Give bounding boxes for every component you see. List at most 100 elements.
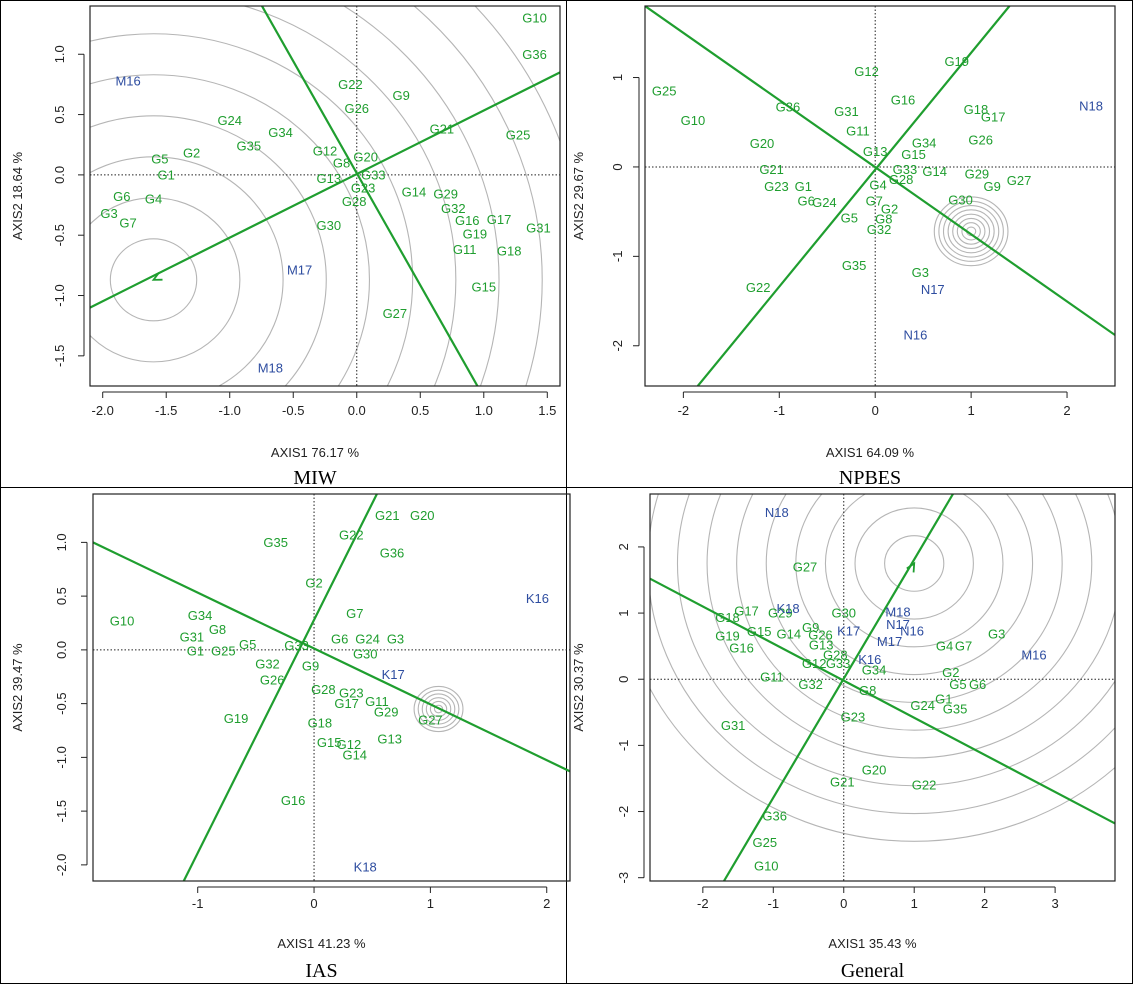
environment-label: K17 <box>382 667 405 682</box>
x-tick-label: -1 <box>768 896 780 911</box>
concentric-circle <box>824 494 1004 648</box>
concentric-circle <box>884 535 945 592</box>
y-tick-label: 1 <box>610 74 625 81</box>
x-tick-label: 0 <box>872 403 879 418</box>
plot-frame <box>92 493 571 882</box>
genotype-label: G27 <box>1007 173 1032 188</box>
x-tick-label: 0 <box>840 896 847 911</box>
y-tick-label: 0.0 <box>54 641 69 659</box>
genotype-label: G10 <box>754 858 779 873</box>
concentric-circle <box>90 33 414 386</box>
x-tick-label: -0.5 <box>282 403 304 418</box>
arrow-head <box>151 272 163 281</box>
y-tick-label: 0 <box>616 676 631 683</box>
concentric-circle <box>413 685 464 733</box>
genotype-label: G16 <box>891 92 916 107</box>
genotype-label: G22 <box>339 527 364 542</box>
genotype-label: G36 <box>776 100 801 115</box>
genotype-label: G24 <box>217 113 242 128</box>
environment-label: K16 <box>526 591 549 606</box>
arrow-head <box>906 561 916 573</box>
genotype-label: G32 <box>255 656 280 671</box>
concentric-circle <box>947 209 995 254</box>
environment-label: N18 <box>1079 99 1103 114</box>
genotype-label: G9 <box>393 88 410 103</box>
concentric-circle <box>952 213 991 250</box>
genotype-label: G25 <box>211 643 236 658</box>
genotype-label: G30 <box>831 606 856 621</box>
y-tick-label: 1.0 <box>52 45 67 63</box>
biplot-line <box>696 6 1011 386</box>
genotype-label: G34 <box>268 125 293 140</box>
panel-npbes: G1 G2 G3 G4 G5 G6 G7 G9 G10 G11 G12 G13 G14 G15 G16 G17… <box>571 5 1116 489</box>
genotype-label: G11 <box>365 694 389 709</box>
concentric-circle <box>417 689 460 729</box>
genotype-label: G9 <box>984 179 1001 194</box>
genotype-label: G20 <box>750 136 775 151</box>
y-tick-label: -0.5 <box>54 692 69 714</box>
genotype-label: G26 <box>260 672 285 687</box>
genotype-label: G20 <box>353 149 378 164</box>
concentric-circle <box>429 700 448 718</box>
concentric-circle <box>650 494 1115 814</box>
genotype-label: G1 <box>795 179 812 194</box>
genotype-label: G19 <box>463 227 488 242</box>
genotype-label: G35 <box>236 138 261 153</box>
concentric-circle <box>90 197 241 363</box>
genotype-label: G3 <box>988 627 1005 642</box>
x-tick-label: 0.0 <box>348 403 366 418</box>
genotype-label: G26 <box>344 101 369 116</box>
x-tick-label: 2 <box>1063 403 1070 418</box>
x-tick-label: -1 <box>774 403 786 418</box>
genotype-label: G7 <box>955 639 972 654</box>
genotype-label: G27 <box>383 306 408 321</box>
genotype-label: G25 <box>652 83 677 98</box>
genotype-label: G6 <box>113 189 130 204</box>
concentric-circle <box>736 494 1093 731</box>
concentric-circle <box>421 693 456 725</box>
panel-caption: IAS <box>305 960 337 982</box>
genotype-label: G8 <box>875 211 892 226</box>
x-tick-label: 1 <box>968 403 975 418</box>
genotype-label: G10 <box>681 113 706 128</box>
genotype-label: G3 <box>387 632 404 647</box>
environment-label: N16 <box>900 623 924 638</box>
genotype-label: G12 <box>337 737 362 752</box>
environment-label: M18 <box>885 604 910 619</box>
concentric-circle <box>961 222 981 241</box>
plot-area: G1 G2 G3 G4 G5 G6 G7 G9 G10 G11 G12 G13 G14 G15 G16 G17… <box>645 6 1115 386</box>
plot-frame <box>644 5 1116 387</box>
genotype-label: G29 <box>433 187 458 202</box>
genotype-label: G28 <box>889 172 914 187</box>
genotype-label: G24 <box>812 195 837 210</box>
genotype-label: G14 <box>777 627 802 642</box>
y-tick-label: 0.5 <box>52 106 67 124</box>
genotype-label: G18 <box>497 243 522 258</box>
genotype-label: G19 <box>944 54 969 69</box>
genotype-label: G34 <box>912 135 937 150</box>
genotype-label: G22 <box>912 778 937 793</box>
biplot-line <box>90 71 560 309</box>
genotype-label: G29 <box>965 167 990 182</box>
genotype-label: G13 <box>863 144 888 159</box>
x-tick-label: -1.5 <box>155 403 177 418</box>
environment-label: K17 <box>837 623 860 638</box>
genotype-label: G14 <box>342 748 367 763</box>
genotype-label: G35 <box>943 702 968 717</box>
biplot-line <box>260 6 479 386</box>
genotype-label: G25 <box>506 128 531 143</box>
x-tick-label: -1.0 <box>219 403 241 418</box>
genotype-label: G6 <box>797 193 814 208</box>
plot-frame <box>649 493 1116 882</box>
genotype-label: G1 <box>935 692 952 707</box>
genotype-label: G32 <box>867 222 892 237</box>
panel-caption: General <box>841 960 905 982</box>
y-axis-title: AXIS2 30.37 % <box>571 643 586 732</box>
concentric-circle <box>90 156 284 386</box>
concentric-circle <box>942 205 1000 258</box>
genotype-label: G23 <box>764 179 789 194</box>
environment-label: M17 <box>877 634 902 649</box>
genotype-label: G22 <box>338 77 363 92</box>
